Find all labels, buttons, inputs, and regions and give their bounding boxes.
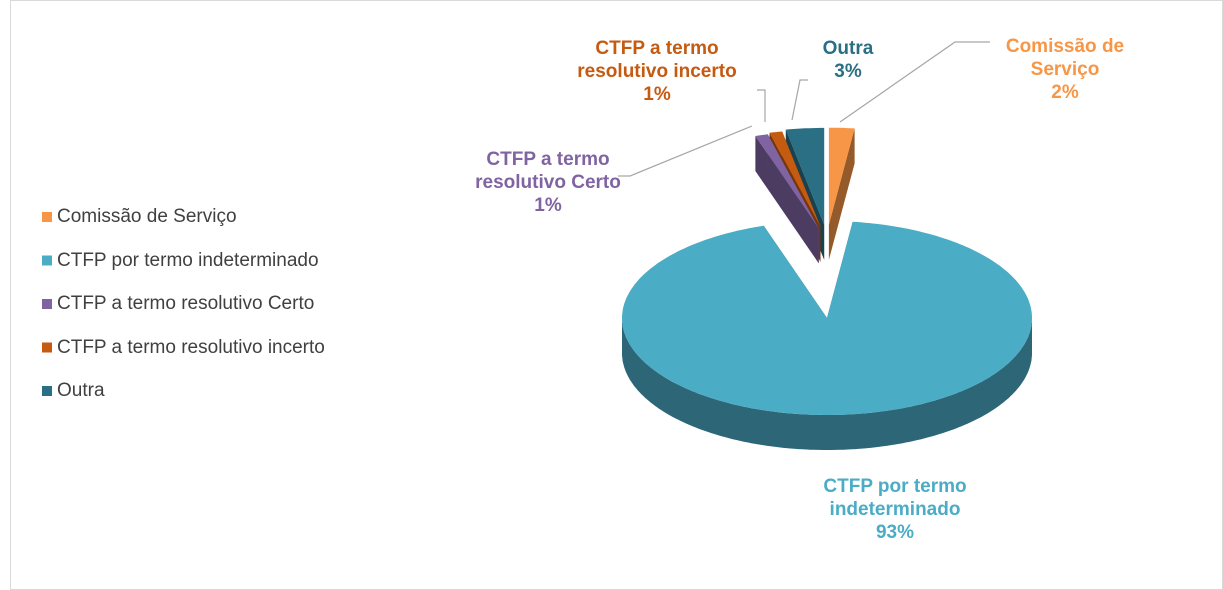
data-label: CTFP a termo resolutivo incerto 1% (557, 37, 757, 106)
slice (785, 127, 825, 225)
leader-line (791, 79, 808, 121)
legend-marker (42, 386, 52, 396)
data-label-name: CTFP a termo resolutivo Certo (475, 149, 621, 193)
leader-line (757, 89, 766, 122)
data-label: Outra 3% (788, 37, 908, 83)
legend-marker (42, 255, 52, 266)
legend-marker (42, 342, 52, 353)
legend-label: Comissão de Serviço (57, 206, 237, 227)
data-label-value: 1% (643, 84, 671, 105)
slice-side (622, 318, 1032, 450)
leader-lines (618, 41, 990, 177)
slice (769, 131, 821, 227)
data-label: CTFP por termo indeterminado 93% (795, 475, 995, 544)
legend-label: CTFP a termo resolutivo incerto (57, 336, 325, 358)
leader-line (618, 125, 753, 177)
data-label-name: CTFP por termo indeterminado (823, 476, 967, 520)
data-label-value: 93% (875, 522, 915, 543)
legend-marker (42, 212, 52, 222)
legend-marker (42, 299, 52, 309)
data-label: Comissão de Serviço 2% (985, 35, 1145, 104)
slice-shade (828, 128, 855, 260)
legend-label: CTFP a termo resolutivo Certo (57, 293, 315, 314)
slice-shade (622, 318, 1032, 450)
data-label-name: Comissão de Serviço (1005, 36, 1125, 80)
data-label-value: 1% (534, 195, 562, 216)
slice-side (828, 128, 855, 260)
leader-line (839, 41, 990, 123)
data-label-value: 3% (834, 61, 862, 82)
data-label-name: CTFP a termo resolutivo incerto (577, 38, 737, 82)
data-label: CTFP a termo resolutivo Certo 1% (448, 148, 648, 217)
data-label-value: 2% (1051, 82, 1079, 103)
slice (828, 127, 855, 225)
legend-label: CTFP por termo indeterminado (57, 249, 319, 271)
data-label-name: Outra (822, 38, 874, 59)
legend-label: Outra (57, 380, 105, 401)
slice (755, 134, 819, 229)
slice (622, 221, 1032, 415)
